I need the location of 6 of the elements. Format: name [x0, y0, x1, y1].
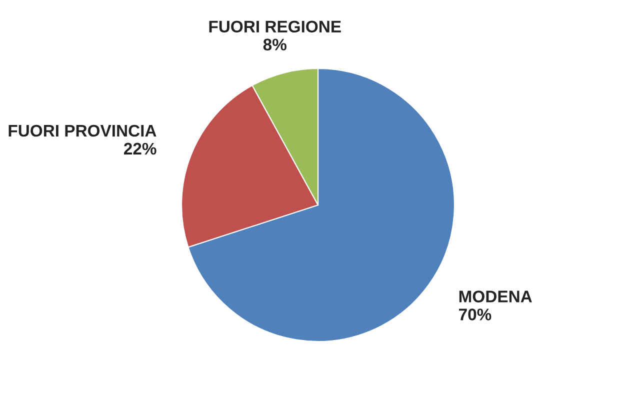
- slice-label: FUORI REGIONE: [209, 20, 341, 33]
- data-label: 70%: [459, 308, 492, 320]
- data-label: 22%: [124, 142, 156, 155]
- slice-label: FUORI PROVINCIA: [8, 124, 156, 137]
- slice-label: MODENA: [459, 290, 532, 302]
- data-label: 8%: [263, 38, 286, 50]
